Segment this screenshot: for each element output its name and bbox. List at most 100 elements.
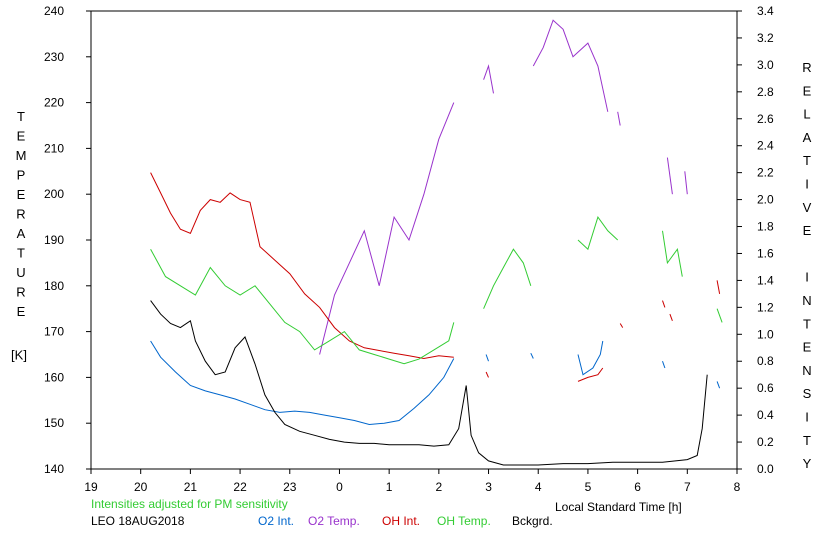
series-oh-int-line — [620, 324, 623, 328]
series-oh-temp-line — [717, 309, 722, 323]
y-right-title-letter: N — [802, 293, 811, 308]
y-right-tick-label: 1.8 — [757, 220, 774, 234]
series-oh-temp-line — [151, 249, 454, 364]
series-o2-temp-line — [667, 158, 672, 195]
y-right-tick-label: 1.0 — [757, 327, 774, 341]
y-left-tick-label: 200 — [44, 187, 64, 201]
y-left-title-letter: T — [17, 109, 25, 124]
y-left-tick-label: 170 — [44, 325, 64, 339]
legend-background: Bckgrd. — [512, 514, 553, 528]
y-left-tick-label: 230 — [44, 50, 64, 64]
legend-oh-int: OH Int. — [382, 514, 420, 528]
y-left-tick-label: 190 — [44, 233, 64, 247]
y-left-title-letter: E — [17, 304, 26, 319]
series-oh-int-line — [663, 301, 665, 308]
y-right-tick-label: 2.2 — [757, 166, 774, 180]
x-tick-label: 19 — [84, 480, 98, 494]
plot-frame — [91, 11, 737, 469]
series-o2-int-line — [717, 381, 720, 388]
x-tick-label: 3 — [485, 480, 492, 494]
y-right-tick-label: 0.8 — [757, 354, 774, 368]
series-oh-int-line — [670, 314, 673, 321]
y-right-tick-label: 2.0 — [757, 193, 774, 207]
series-oh-temp-line — [663, 231, 683, 277]
y-left-tick-label: 220 — [44, 96, 64, 110]
x-tick-label: 8 — [734, 480, 741, 494]
x-axis-label: Local Standard Time [h] — [555, 500, 682, 514]
y-right-title-letter: A — [803, 130, 812, 145]
series-o2-int-line — [578, 341, 603, 375]
y-left-title-letter: P — [17, 168, 26, 183]
y-right-title-letter: I — [805, 177, 809, 192]
y-right-tick-label: 0.0 — [757, 462, 774, 476]
y-left-title-letter: R — [16, 207, 25, 222]
legend-oh-temp: OH Temp. — [437, 514, 491, 528]
y-left-tick-label: 210 — [44, 141, 64, 155]
legend-o2-int: O2 Int. — [258, 514, 294, 528]
y-right-tick-label: 2.8 — [757, 85, 774, 99]
y-right-title-letter: I — [805, 410, 809, 425]
y-right-title-letter: E — [803, 83, 812, 98]
y-left-tick-label: 240 — [44, 4, 64, 18]
x-tick-label: 2 — [436, 480, 443, 494]
y-left-title-unit: [K] — [11, 348, 27, 363]
y-right-tick-label: 2.6 — [757, 112, 774, 126]
y-left-tick-label: 150 — [44, 416, 64, 430]
y-left-title-letter: U — [16, 265, 25, 280]
station-date-label: LEO 18AUG2018 — [91, 514, 184, 528]
y-right-title-letter: N — [802, 363, 811, 378]
y-right-title-letter: Y — [803, 456, 812, 471]
x-tick-label: 22 — [233, 480, 247, 494]
series-oh-temp-line — [578, 217, 618, 249]
series-o2-temp-line — [685, 171, 688, 194]
series-oh-temp-line — [484, 249, 531, 309]
series-o2-int-line — [486, 355, 488, 362]
y-left-title-letter: A — [17, 226, 26, 241]
y-left-title-letter: M — [16, 148, 27, 163]
y-right-title-letter: R — [802, 60, 811, 75]
sensitivity-note: Intensities adjusted for PM sensitivity — [91, 497, 288, 511]
y-right-tick-label: 3.2 — [757, 31, 774, 45]
series-o2-int-line — [151, 341, 454, 425]
y-right-tick-label: 3.4 — [757, 4, 774, 18]
y-right-title-letter: T — [803, 153, 811, 168]
y-right-tick-label: 1.6 — [757, 246, 774, 260]
y-left-tick-label: 180 — [44, 279, 64, 293]
y-right-title-letter: T — [803, 316, 811, 331]
y-right-title-letter: T — [803, 433, 811, 448]
y-right-tick-label: 1.2 — [757, 300, 774, 314]
series-o2-int-line — [531, 353, 534, 358]
y-right-title-letter: L — [803, 107, 810, 122]
x-tick-label: 23 — [283, 480, 297, 494]
series-o2-temp-line — [320, 103, 454, 355]
x-tick-label: 7 — [684, 480, 691, 494]
series-o2-temp-line — [484, 66, 494, 93]
y-left-tick-label: 160 — [44, 370, 64, 384]
y-right-tick-label: 0.2 — [757, 435, 774, 449]
y-right-title-letter: V — [803, 200, 812, 215]
y-right-tick-label: 3.0 — [757, 58, 774, 72]
y-right-title-letter: S — [803, 386, 812, 401]
y-left-title-letter: E — [17, 129, 26, 144]
y-right-title-letter: E — [803, 340, 812, 355]
x-tick-label: 21 — [184, 480, 198, 494]
y-right-title-letter: E — [803, 223, 812, 238]
y-right-tick-label: 1.4 — [757, 273, 774, 287]
x-tick-label: 4 — [535, 480, 542, 494]
y-left-title-letter: T — [17, 246, 25, 261]
series-oh-int-line — [486, 372, 488, 377]
legend-o2-temp: O2 Temp. — [308, 514, 360, 528]
x-tick-label: 20 — [134, 480, 148, 494]
y-right-tick-label: 2.4 — [757, 139, 774, 153]
x-tick-label: 1 — [386, 480, 393, 494]
series-o2-temp-line — [618, 112, 621, 126]
series-bckgrd-line — [151, 301, 708, 465]
y-left-title-letter: E — [17, 187, 26, 202]
series-oh-int-line — [151, 173, 454, 359]
x-tick-label: 5 — [585, 480, 592, 494]
series-o2-int-line — [663, 361, 665, 368]
series-oh-int-line — [717, 280, 720, 294]
x-tick-label: 0 — [336, 480, 343, 494]
y-right-tick-label: 0.6 — [757, 381, 774, 395]
